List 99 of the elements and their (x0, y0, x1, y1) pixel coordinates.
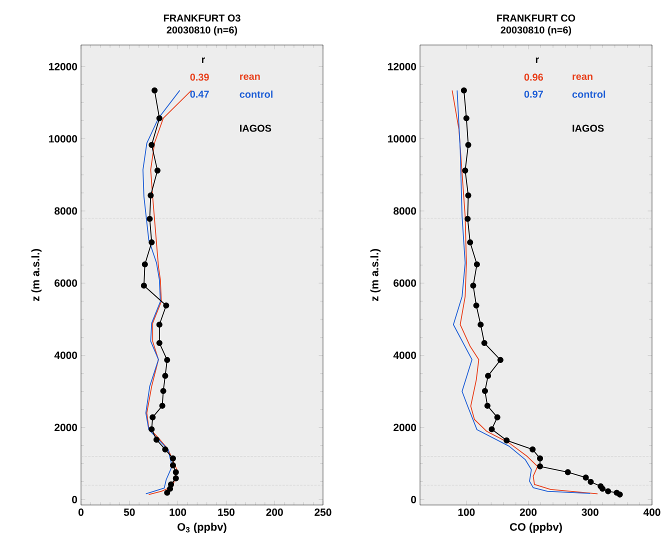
y-tick-label: 6000 (54, 279, 78, 287)
point (485, 372, 492, 379)
x-tick-label: 200 (520, 508, 537, 516)
point (465, 142, 472, 148)
point (504, 437, 510, 444)
point (160, 388, 166, 394)
chart-subtitle: 20030810 (n=6) (166, 26, 238, 36)
annotation: 0.39 (190, 74, 209, 81)
text: IAGOS (572, 124, 604, 132)
annotation: r (202, 57, 206, 63)
point (463, 115, 470, 122)
point (582, 474, 589, 481)
x-tick-label: 250 (314, 508, 332, 516)
y-tick-label: 2000 (54, 424, 78, 432)
annotation: 0.96 (524, 74, 544, 81)
point (482, 388, 488, 394)
point (162, 446, 168, 452)
y-tick-label: 12000 (49, 62, 78, 70)
point (616, 491, 623, 498)
annotation: 0.97 (524, 90, 543, 98)
point (152, 87, 158, 94)
chart-title: FRANKFURT CO (497, 14, 576, 22)
text: IAGOS (240, 124, 272, 132)
point (605, 488, 612, 494)
chart-title: FRANKFURT O3 (164, 14, 240, 22)
point (536, 463, 544, 470)
point (470, 282, 476, 289)
point (588, 478, 594, 485)
text: control (240, 90, 272, 98)
y-tick-label: 10000 (49, 135, 78, 143)
point (564, 469, 571, 476)
y-tick-label: 4000 (54, 352, 78, 359)
point (156, 322, 162, 328)
point (170, 462, 176, 468)
point (599, 486, 606, 492)
y-tick-label: 6000 (394, 279, 416, 287)
x-tick-label: 400 (643, 508, 660, 516)
x-tick-label: 100 (458, 508, 475, 516)
point (162, 372, 168, 379)
point (148, 426, 155, 432)
point (467, 239, 474, 246)
y-axis-title: z (m a.s.l.) (31, 249, 42, 302)
point (146, 216, 153, 222)
point (159, 402, 166, 409)
x-axis-title: O$_{3}$ (ppbv) (178, 522, 226, 533)
chart-subtitle: 20030810 (n=6) (500, 26, 572, 36)
annotation: 0.47 (190, 90, 209, 98)
y-axis-title: z (m a.s.l.) (370, 249, 381, 302)
point (172, 469, 179, 476)
point (494, 414, 500, 420)
x-tick-label: 300 (582, 508, 598, 516)
y-tick-label: 12000 (388, 62, 416, 70)
x-tick-label: 0 (78, 508, 84, 516)
point (164, 490, 170, 496)
point (140, 282, 147, 289)
point (153, 436, 160, 443)
point (167, 486, 174, 492)
point (460, 87, 467, 94)
point (148, 239, 155, 246)
point (150, 414, 156, 420)
point (488, 426, 495, 432)
x-tick-label: 50 (124, 508, 135, 516)
x-tick-label: 200 (266, 508, 283, 516)
point (163, 302, 170, 309)
point (462, 168, 468, 174)
y-tick-label: 10000 (388, 135, 416, 143)
point (497, 356, 504, 364)
point (172, 475, 179, 482)
point (148, 142, 155, 148)
point (474, 261, 480, 268)
point (156, 340, 162, 346)
point (142, 261, 148, 268)
y-tick-label: 0 (411, 496, 416, 504)
y-tick-label: 0 (72, 496, 78, 504)
y-tick-label: 8000 (54, 207, 78, 215)
x-tick-label: 100 (170, 508, 186, 516)
point (478, 322, 484, 328)
point (164, 356, 170, 364)
line-series (146, 90, 192, 495)
y-tick-label: 8000 (394, 207, 416, 215)
point (530, 446, 536, 452)
y-tick-label: 4000 (393, 352, 416, 359)
point (536, 455, 544, 462)
point (465, 192, 472, 198)
annotation: r (536, 57, 539, 63)
text: control (572, 90, 606, 98)
text: rean (240, 74, 260, 80)
x-axis-title: CO (ppbv) (510, 522, 562, 533)
point (473, 302, 480, 309)
point (154, 168, 161, 174)
text: rean (572, 74, 592, 80)
point (481, 340, 488, 346)
x-tick-label: 150 (218, 508, 234, 516)
point (484, 402, 490, 409)
point (170, 455, 176, 462)
y-tick-label: 2000 (394, 424, 416, 432)
point (464, 216, 471, 222)
point (156, 115, 162, 122)
point (148, 192, 154, 198)
